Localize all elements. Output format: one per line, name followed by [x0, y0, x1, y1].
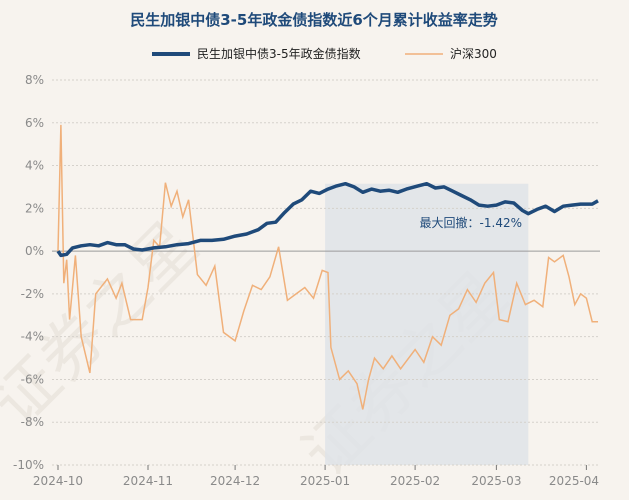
x-tick-label: 2025-04: [549, 474, 599, 488]
legend-label-hs300: 沪深300: [450, 47, 497, 61]
y-tick-label: -8%: [21, 415, 44, 429]
legend-label-fund: 民生加银中债3-5年政金债指数: [197, 46, 361, 61]
x-tick-label: 2024-11: [123, 474, 173, 488]
y-tick-label: -2%: [21, 287, 44, 301]
y-tick-label: 4%: [25, 159, 44, 173]
x-tick-label: 2025-01: [300, 474, 350, 488]
x-axis-ticks: 2024-10 2024-11 2024-12 2025-01 2025-02 2025-…: [33, 465, 599, 488]
y-tick-label: -6%: [21, 372, 44, 386]
x-tick-label: 2025-03: [471, 474, 521, 488]
series-line-hs300: [57, 124, 598, 410]
max-drawdown-shade: [325, 183, 529, 465]
grid-lines: [52, 79, 600, 466]
x-tick-label: 2024-10: [33, 474, 83, 488]
x-tick-label: 2025-02: [390, 474, 440, 488]
y-tick-label: 6%: [25, 116, 44, 130]
y-tick-label: -4%: [21, 330, 44, 344]
series-line-fund: [56, 181, 599, 258]
y-axis-ticks: 8% 6% 4% 2% 0% -2% -4% -6% -8% -10%: [13, 73, 44, 472]
x-tick-label: 2024-12: [210, 474, 260, 488]
y-tick-label: 2%: [25, 201, 44, 215]
chart-title: 民生加银中债3-5年政金债指数近6个月累计收益率走势: [130, 11, 498, 29]
legend: 民生加银中债3-5年政金债指数 沪深300: [152, 46, 497, 61]
y-tick-label: 0%: [25, 244, 44, 258]
max-drawdown-label: 最大回撤：-1.42%: [420, 215, 522, 230]
y-tick-label: -10%: [13, 458, 44, 472]
y-tick-label: 8%: [25, 73, 44, 87]
